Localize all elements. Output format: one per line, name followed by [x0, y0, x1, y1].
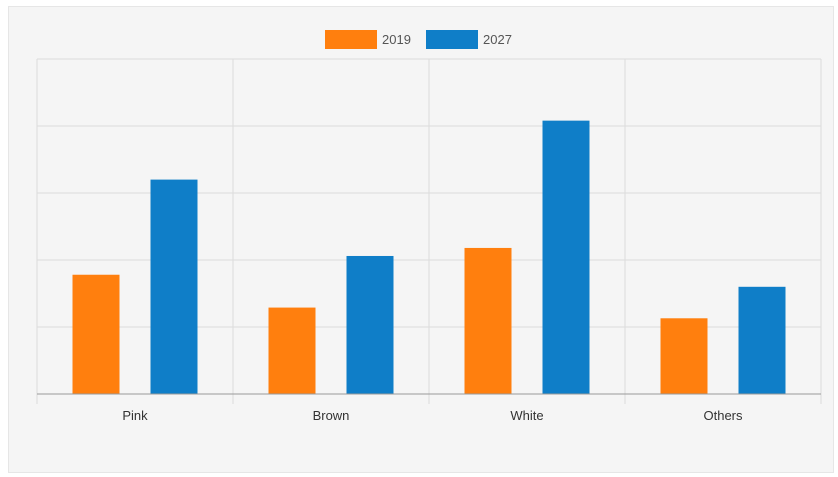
bar-chart: Pink Brown White Others 2019 2027 [36, 30, 822, 423]
bar-2019-pink[interactable] [72, 274, 120, 394]
bar-2019-white[interactable] [464, 247, 512, 394]
legend-item-2027[interactable]: 2027 [426, 30, 512, 49]
x-tick-label: Brown [313, 408, 350, 423]
x-tick-label: Others [703, 408, 743, 423]
x-tick-label: Pink [122, 408, 148, 423]
bar-2027-white[interactable] [542, 120, 590, 394]
bar-2027-pink[interactable] [150, 179, 198, 394]
bar-2027-brown[interactable] [346, 255, 394, 394]
legend-label: 2027 [483, 32, 512, 47]
chart-panel: Pink Brown White Others 2019 2027 [8, 6, 834, 473]
bar-2019-others[interactable] [660, 318, 708, 394]
bars [72, 120, 786, 394]
legend[interactable]: 2019 2027 [325, 30, 512, 49]
legend-swatch [426, 30, 478, 49]
x-axis: Pink Brown White Others [37, 393, 821, 423]
legend-label: 2019 [382, 32, 411, 47]
legend-swatch [325, 30, 377, 49]
legend-item-2019[interactable]: 2019 [325, 30, 411, 49]
bar-2027-others[interactable] [738, 286, 786, 394]
bar-2019-brown[interactable] [268, 307, 316, 394]
x-tick-label: White [510, 408, 543, 423]
